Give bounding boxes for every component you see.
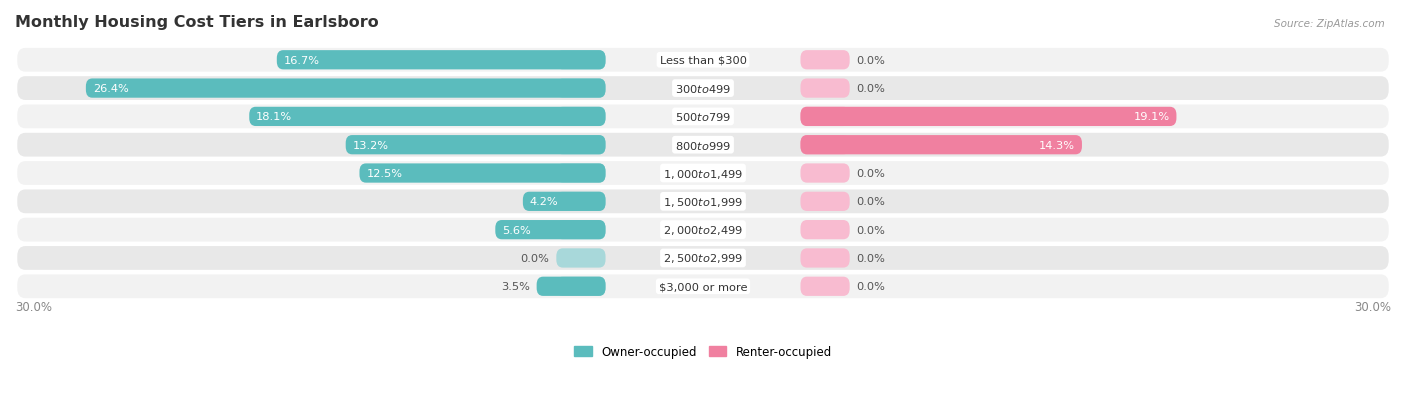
FancyBboxPatch shape <box>537 277 606 296</box>
FancyBboxPatch shape <box>557 136 606 155</box>
Text: $500 to $799: $500 to $799 <box>675 111 731 123</box>
Text: 18.1%: 18.1% <box>256 112 292 122</box>
Text: Monthly Housing Cost Tiers in Earlsboro: Monthly Housing Cost Tiers in Earlsboro <box>15 15 378 30</box>
FancyBboxPatch shape <box>800 79 849 98</box>
FancyBboxPatch shape <box>557 221 606 240</box>
FancyBboxPatch shape <box>360 164 606 183</box>
FancyBboxPatch shape <box>557 249 606 268</box>
FancyBboxPatch shape <box>800 277 849 296</box>
FancyBboxPatch shape <box>800 136 849 155</box>
FancyBboxPatch shape <box>557 164 606 183</box>
FancyBboxPatch shape <box>17 49 1389 72</box>
FancyBboxPatch shape <box>800 51 849 70</box>
FancyBboxPatch shape <box>557 277 606 296</box>
Text: Less than $300: Less than $300 <box>659 56 747 66</box>
Text: $2,000 to $2,499: $2,000 to $2,499 <box>664 223 742 237</box>
FancyBboxPatch shape <box>557 51 606 70</box>
FancyBboxPatch shape <box>495 221 606 240</box>
FancyBboxPatch shape <box>800 107 1177 127</box>
FancyBboxPatch shape <box>346 136 606 155</box>
Legend: Owner-occupied, Renter-occupied: Owner-occupied, Renter-occupied <box>569 341 837 363</box>
FancyBboxPatch shape <box>17 218 1389 242</box>
Text: 0.0%: 0.0% <box>856 84 886 94</box>
Text: $2,500 to $2,999: $2,500 to $2,999 <box>664 252 742 265</box>
Text: 0.0%: 0.0% <box>856 169 886 178</box>
Text: 0.0%: 0.0% <box>856 282 886 292</box>
Text: 30.0%: 30.0% <box>1354 300 1391 313</box>
Text: 12.5%: 12.5% <box>367 169 402 178</box>
Text: 26.4%: 26.4% <box>93 84 128 94</box>
FancyBboxPatch shape <box>249 107 606 127</box>
FancyBboxPatch shape <box>86 79 606 98</box>
FancyBboxPatch shape <box>523 192 606 211</box>
FancyBboxPatch shape <box>17 247 1389 270</box>
FancyBboxPatch shape <box>17 77 1389 101</box>
Text: $1,500 to $1,999: $1,500 to $1,999 <box>664 195 742 208</box>
FancyBboxPatch shape <box>277 51 606 70</box>
FancyBboxPatch shape <box>800 164 849 183</box>
Text: 5.6%: 5.6% <box>502 225 531 235</box>
Text: 30.0%: 30.0% <box>15 300 52 313</box>
FancyBboxPatch shape <box>17 105 1389 129</box>
FancyBboxPatch shape <box>17 133 1389 157</box>
FancyBboxPatch shape <box>17 162 1389 185</box>
FancyBboxPatch shape <box>800 107 849 127</box>
Text: $3,000 or more: $3,000 or more <box>659 282 747 292</box>
Text: 14.3%: 14.3% <box>1039 140 1076 150</box>
FancyBboxPatch shape <box>557 107 606 127</box>
Text: 0.0%: 0.0% <box>520 253 550 263</box>
FancyBboxPatch shape <box>800 249 849 268</box>
Text: 4.2%: 4.2% <box>530 197 558 207</box>
Text: 13.2%: 13.2% <box>353 140 388 150</box>
FancyBboxPatch shape <box>557 192 606 211</box>
Text: 19.1%: 19.1% <box>1133 112 1170 122</box>
Text: $800 to $999: $800 to $999 <box>675 139 731 151</box>
Text: 0.0%: 0.0% <box>856 253 886 263</box>
FancyBboxPatch shape <box>17 275 1389 299</box>
FancyBboxPatch shape <box>800 221 849 240</box>
Text: 16.7%: 16.7% <box>284 56 319 66</box>
Text: 3.5%: 3.5% <box>501 282 530 292</box>
Text: $300 to $499: $300 to $499 <box>675 83 731 95</box>
Text: 0.0%: 0.0% <box>856 225 886 235</box>
Text: 0.0%: 0.0% <box>856 197 886 207</box>
Text: Source: ZipAtlas.com: Source: ZipAtlas.com <box>1274 19 1385 28</box>
FancyBboxPatch shape <box>17 190 1389 214</box>
Text: $1,000 to $1,499: $1,000 to $1,499 <box>664 167 742 180</box>
FancyBboxPatch shape <box>557 79 606 98</box>
Text: 0.0%: 0.0% <box>856 56 886 66</box>
FancyBboxPatch shape <box>800 192 849 211</box>
FancyBboxPatch shape <box>800 136 1083 155</box>
